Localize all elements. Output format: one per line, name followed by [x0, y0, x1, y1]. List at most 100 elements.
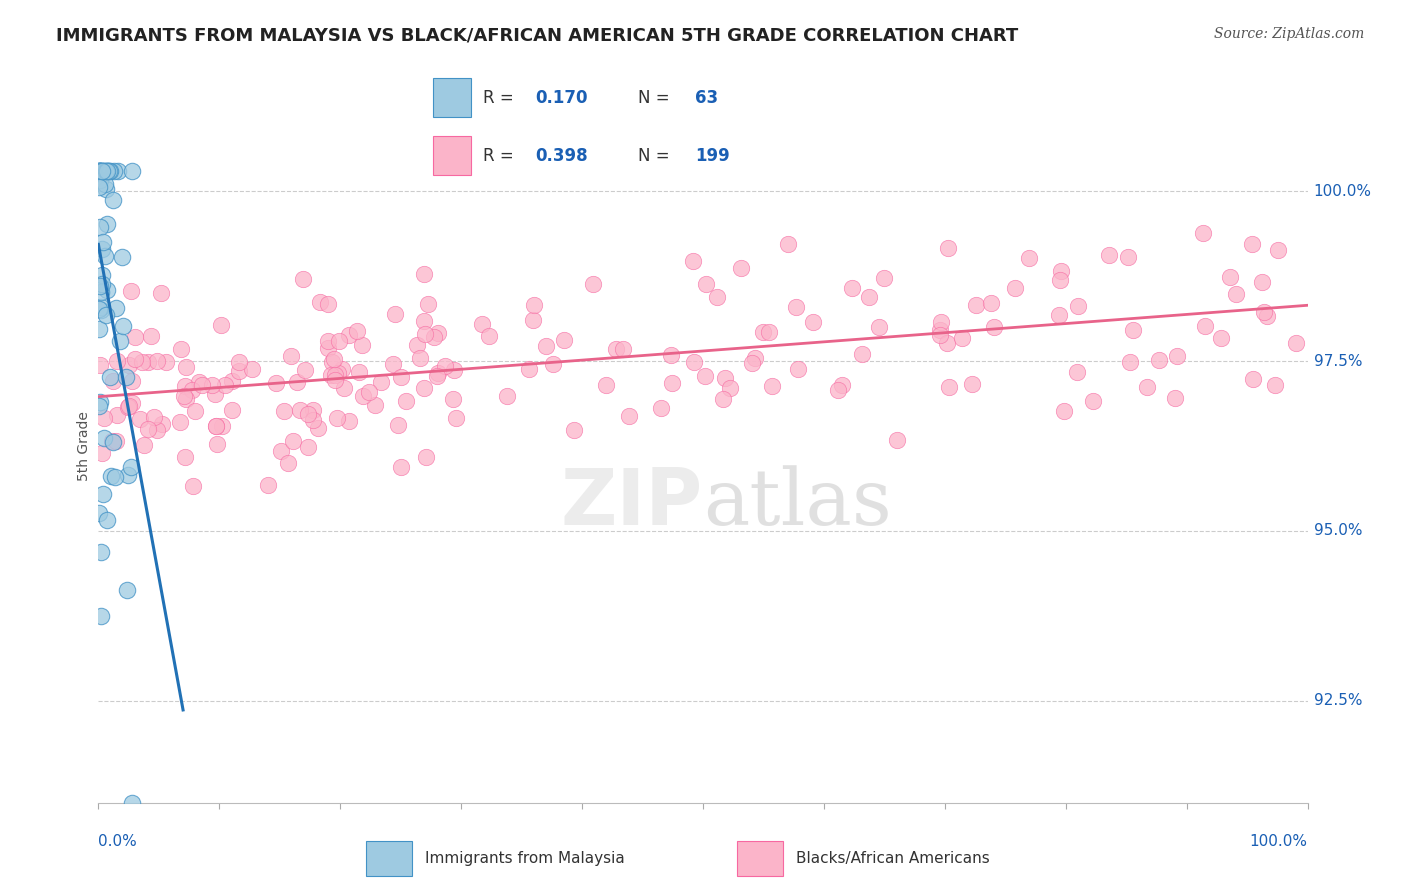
Point	[522, 313, 544, 327]
Point	[146, 423, 169, 437]
Point	[316, 297, 339, 311]
Point	[297, 440, 319, 454]
Point	[90, 300, 112, 314]
Point	[541, 357, 564, 371]
Point	[181, 383, 204, 397]
Point	[693, 369, 716, 384]
Point	[1264, 377, 1286, 392]
Point	[94, 308, 117, 322]
Point	[1049, 309, 1071, 323]
Point	[91, 163, 114, 178]
Point	[409, 351, 432, 365]
Point	[103, 163, 125, 178]
Point	[143, 409, 166, 424]
Point	[858, 290, 880, 304]
Point	[831, 377, 853, 392]
Point	[93, 411, 115, 425]
Bar	[433, 136, 471, 175]
Point	[308, 295, 330, 310]
Point	[205, 418, 228, 433]
Point	[370, 375, 392, 389]
Point	[323, 352, 346, 367]
Point	[1136, 380, 1159, 394]
Point	[117, 400, 139, 414]
Point	[321, 368, 343, 382]
Point	[174, 450, 197, 465]
Point	[517, 362, 540, 376]
Point	[118, 399, 141, 413]
Point	[965, 298, 987, 312]
Bar	[433, 78, 471, 118]
Text: 100.0%: 100.0%	[1250, 834, 1308, 849]
Point	[89, 394, 111, 409]
Point	[121, 163, 143, 178]
Point	[352, 388, 374, 402]
Point	[87, 163, 110, 178]
Point	[228, 354, 250, 368]
Point	[886, 433, 908, 447]
Point	[936, 242, 959, 256]
Point	[936, 336, 959, 351]
Point	[1053, 404, 1076, 418]
Point	[89, 163, 111, 178]
Point	[391, 460, 413, 475]
Point	[270, 443, 292, 458]
Point	[89, 163, 111, 178]
Point	[1004, 281, 1026, 295]
Point	[323, 368, 346, 383]
Point	[1067, 299, 1090, 313]
Point	[121, 796, 143, 810]
Text: R =: R =	[482, 89, 513, 107]
Point	[87, 163, 110, 178]
Point	[761, 379, 783, 393]
Point	[173, 389, 195, 403]
Text: Source: ZipAtlas.com: Source: ZipAtlas.com	[1213, 27, 1364, 41]
Point	[211, 419, 233, 434]
Point	[326, 366, 349, 380]
Point	[714, 371, 737, 385]
Point	[346, 324, 368, 338]
Point	[412, 381, 434, 395]
Point	[682, 254, 704, 268]
Text: atlas: atlas	[703, 466, 891, 541]
Point	[413, 326, 436, 341]
Point	[873, 270, 896, 285]
Point	[612, 343, 634, 357]
Point	[363, 398, 385, 412]
Point	[841, 281, 863, 295]
Point	[1251, 276, 1274, 290]
Point	[1018, 252, 1040, 266]
Point	[121, 396, 143, 410]
Point	[339, 414, 361, 428]
Point	[301, 403, 323, 417]
Point	[294, 362, 316, 376]
Point	[281, 434, 304, 448]
Point	[183, 404, 205, 418]
Point	[650, 401, 672, 415]
Point	[228, 364, 250, 378]
Point	[868, 320, 890, 334]
Point	[1267, 244, 1289, 258]
Point	[120, 285, 142, 299]
Point	[405, 337, 427, 351]
Point	[103, 374, 125, 388]
Point	[87, 399, 110, 413]
Text: ZIP: ZIP	[561, 465, 703, 541]
Point	[105, 408, 128, 422]
Point	[288, 402, 311, 417]
Point	[96, 283, 118, 297]
Point	[104, 301, 127, 315]
Point	[478, 329, 501, 343]
Point	[1194, 318, 1216, 333]
Point	[104, 434, 127, 448]
Point	[97, 163, 120, 178]
Point	[307, 421, 329, 435]
Point	[1066, 365, 1088, 379]
Text: IMMIGRANTS FROM MALAYSIA VS BLACK/AFRICAN AMERICAN 5TH GRADE CORRELATION CHART: IMMIGRANTS FROM MALAYSIA VS BLACK/AFRICA…	[56, 27, 1018, 45]
Point	[90, 268, 112, 283]
Point	[395, 394, 418, 409]
Point	[149, 285, 172, 300]
Point	[349, 365, 371, 379]
Point	[103, 435, 125, 450]
Point	[169, 342, 191, 356]
